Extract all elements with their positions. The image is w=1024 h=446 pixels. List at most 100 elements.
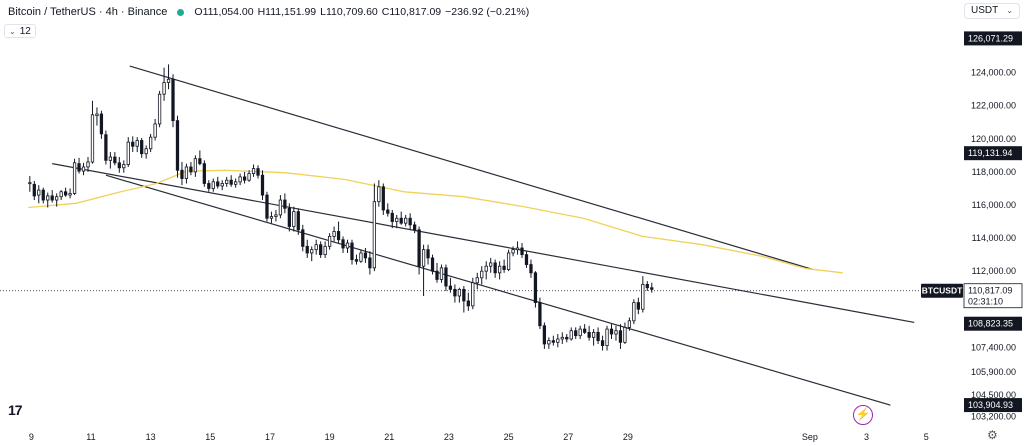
candle: [220, 180, 224, 191]
candle: [551, 335, 555, 346]
candle: [207, 180, 211, 192]
price-label-box: [964, 316, 1022, 331]
candle-body: [609, 328, 614, 335]
price-tick-label: 112,000.00: [972, 266, 1016, 276]
candle-body: [202, 163, 206, 184]
channel-lines: [52, 65, 915, 406]
candle-body: [524, 254, 529, 265]
candle-body: [323, 245, 327, 256]
candle: [108, 152, 112, 169]
candle-body: [359, 252, 363, 262]
candle: [350, 239, 354, 265]
candle: [310, 246, 314, 262]
candle: [336, 221, 341, 244]
candle: [600, 335, 605, 351]
close-value: 110,817.09: [389, 6, 442, 18]
market-status-icon: [177, 8, 185, 16]
candle-body: [305, 245, 309, 254]
candle: [417, 226, 421, 275]
candle-body: [466, 300, 470, 307]
candle: [444, 264, 448, 292]
candle-body: [475, 277, 479, 284]
candle-body: [251, 168, 256, 174]
candle-body: [498, 265, 502, 274]
candle-body: [50, 195, 54, 201]
candle: [556, 334, 560, 348]
candle: [386, 203, 390, 217]
candle: [41, 187, 45, 204]
candle-body: [587, 331, 591, 338]
candle: [166, 64, 171, 90]
candle-body: [636, 302, 640, 310]
price-label-box: [964, 31, 1022, 46]
candle: [171, 74, 175, 128]
candle-body: [122, 164, 126, 169]
candle-body: [193, 158, 198, 173]
price-tick-label: 118,000.00: [972, 167, 1016, 177]
candle-body: [157, 93, 162, 125]
candle-body: [319, 244, 323, 256]
candle-body: [117, 162, 121, 169]
price-tick-label: 105,900.00: [971, 367, 1016, 377]
candle-body: [99, 113, 104, 135]
candle: [466, 292, 470, 311]
close-label: C: [381, 6, 390, 18]
candle-body: [551, 340, 555, 343]
indicators-toggle-button[interactable]: ⌄ 12: [4, 24, 36, 38]
candle: [153, 118, 157, 141]
candle: [260, 170, 265, 201]
candle: [225, 176, 229, 187]
candle: [269, 211, 274, 224]
candle-body: [390, 212, 394, 222]
candle-body: [542, 325, 547, 345]
candle: [28, 176, 32, 192]
candle: [404, 214, 408, 227]
price-label: 103,904.93: [964, 398, 1022, 413]
candle-body: [327, 236, 332, 247]
candle: [515, 241, 520, 255]
channel-line-lower: [105, 174, 891, 406]
currency-value: USDT: [971, 5, 999, 16]
candle-body: [493, 262, 497, 274]
gear-icon[interactable]: ⚙: [987, 428, 998, 442]
candle: [216, 176, 220, 189]
symbol-title[interactable]: Bitcoin / TetherUS · 4h · Binance: [8, 6, 168, 18]
candle: [609, 324, 614, 339]
chevron-down-icon: ⌄: [9, 26, 16, 36]
candle-body: [426, 249, 430, 259]
candle-body: [59, 191, 63, 198]
candle-body: [104, 134, 108, 161]
candle: [247, 170, 251, 182]
candle-body: [377, 186, 381, 203]
candle: [198, 150, 202, 166]
candle-body: [166, 78, 171, 83]
channel-line-middle: [52, 163, 915, 324]
candle-body: [372, 201, 376, 269]
candle: [274, 209, 278, 222]
candle-body: [618, 330, 623, 343]
candle-body: [345, 242, 350, 249]
candle: [412, 221, 417, 234]
price-label-box: [964, 398, 1022, 413]
candle-body: [421, 249, 426, 267]
candle: [439, 264, 444, 283]
lightning-icon[interactable]: ⚡: [853, 405, 873, 425]
candle-body: [627, 320, 632, 328]
currency-select[interactable]: USDT ⌄: [964, 3, 1020, 19]
candle-body: [86, 161, 90, 168]
tradingview-logo-icon[interactable]: 17: [8, 402, 23, 418]
candle-body: [81, 166, 86, 172]
candle: [341, 236, 345, 253]
candle-body: [515, 247, 520, 251]
candle: [623, 322, 627, 344]
candle: [533, 271, 538, 308]
candle-body: [605, 328, 609, 346]
time-tick-label: 5: [924, 432, 929, 442]
candle: [641, 276, 645, 313]
candle: [278, 195, 283, 219]
candle: [359, 249, 363, 263]
candle-body: [211, 181, 215, 189]
last-price-text: 110,817.09: [968, 286, 1012, 296]
